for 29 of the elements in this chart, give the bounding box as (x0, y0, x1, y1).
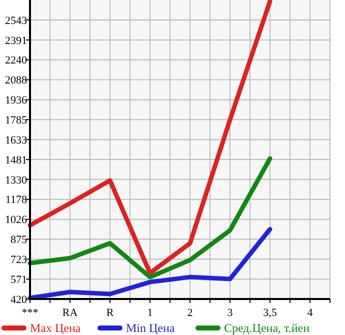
line-series (28, 156, 272, 280)
x-tick-label: 4 (307, 307, 314, 319)
y-tick-label: 1936 (5, 94, 28, 107)
y-tick-label: 2088 (5, 74, 28, 87)
line-series (28, 226, 272, 300)
y-tick-label: 2543 (5, 14, 28, 27)
x-tick-label: R (106, 307, 114, 319)
legend-label: Сред.Цена, т.йен (224, 321, 310, 335)
y-tick-label: 420 (10, 294, 28, 306)
y-tick-label: 2391 (5, 34, 27, 47)
y-tick-label: 2240 (5, 54, 28, 67)
x-tick-label: 3 (227, 307, 234, 319)
legend-label: Max Цена (30, 321, 82, 335)
y-tick-label: 1178 (5, 194, 28, 206)
y-tick-label: 1633 (5, 134, 28, 146)
x-tick-label: 3,5 (263, 307, 278, 319)
legend-label: Min Цена (126, 321, 176, 335)
x-tick-label: 2 (187, 307, 193, 319)
y-tick-label: 1481 (5, 154, 27, 166)
y-tick-label: 1330 (5, 174, 28, 186)
y-tick-label: 723 (10, 254, 28, 266)
y-tick-label: 1785 (5, 114, 28, 126)
line-series (28, 0, 272, 276)
y-tick-label: 875 (10, 234, 28, 246)
y-tick-label: 571 (10, 274, 27, 286)
y-tick-label: 1026 (5, 214, 28, 226)
x-tick-label: *** (22, 307, 38, 319)
x-tick-label: RA (62, 307, 78, 319)
x-tick-label: 1 (147, 307, 153, 319)
